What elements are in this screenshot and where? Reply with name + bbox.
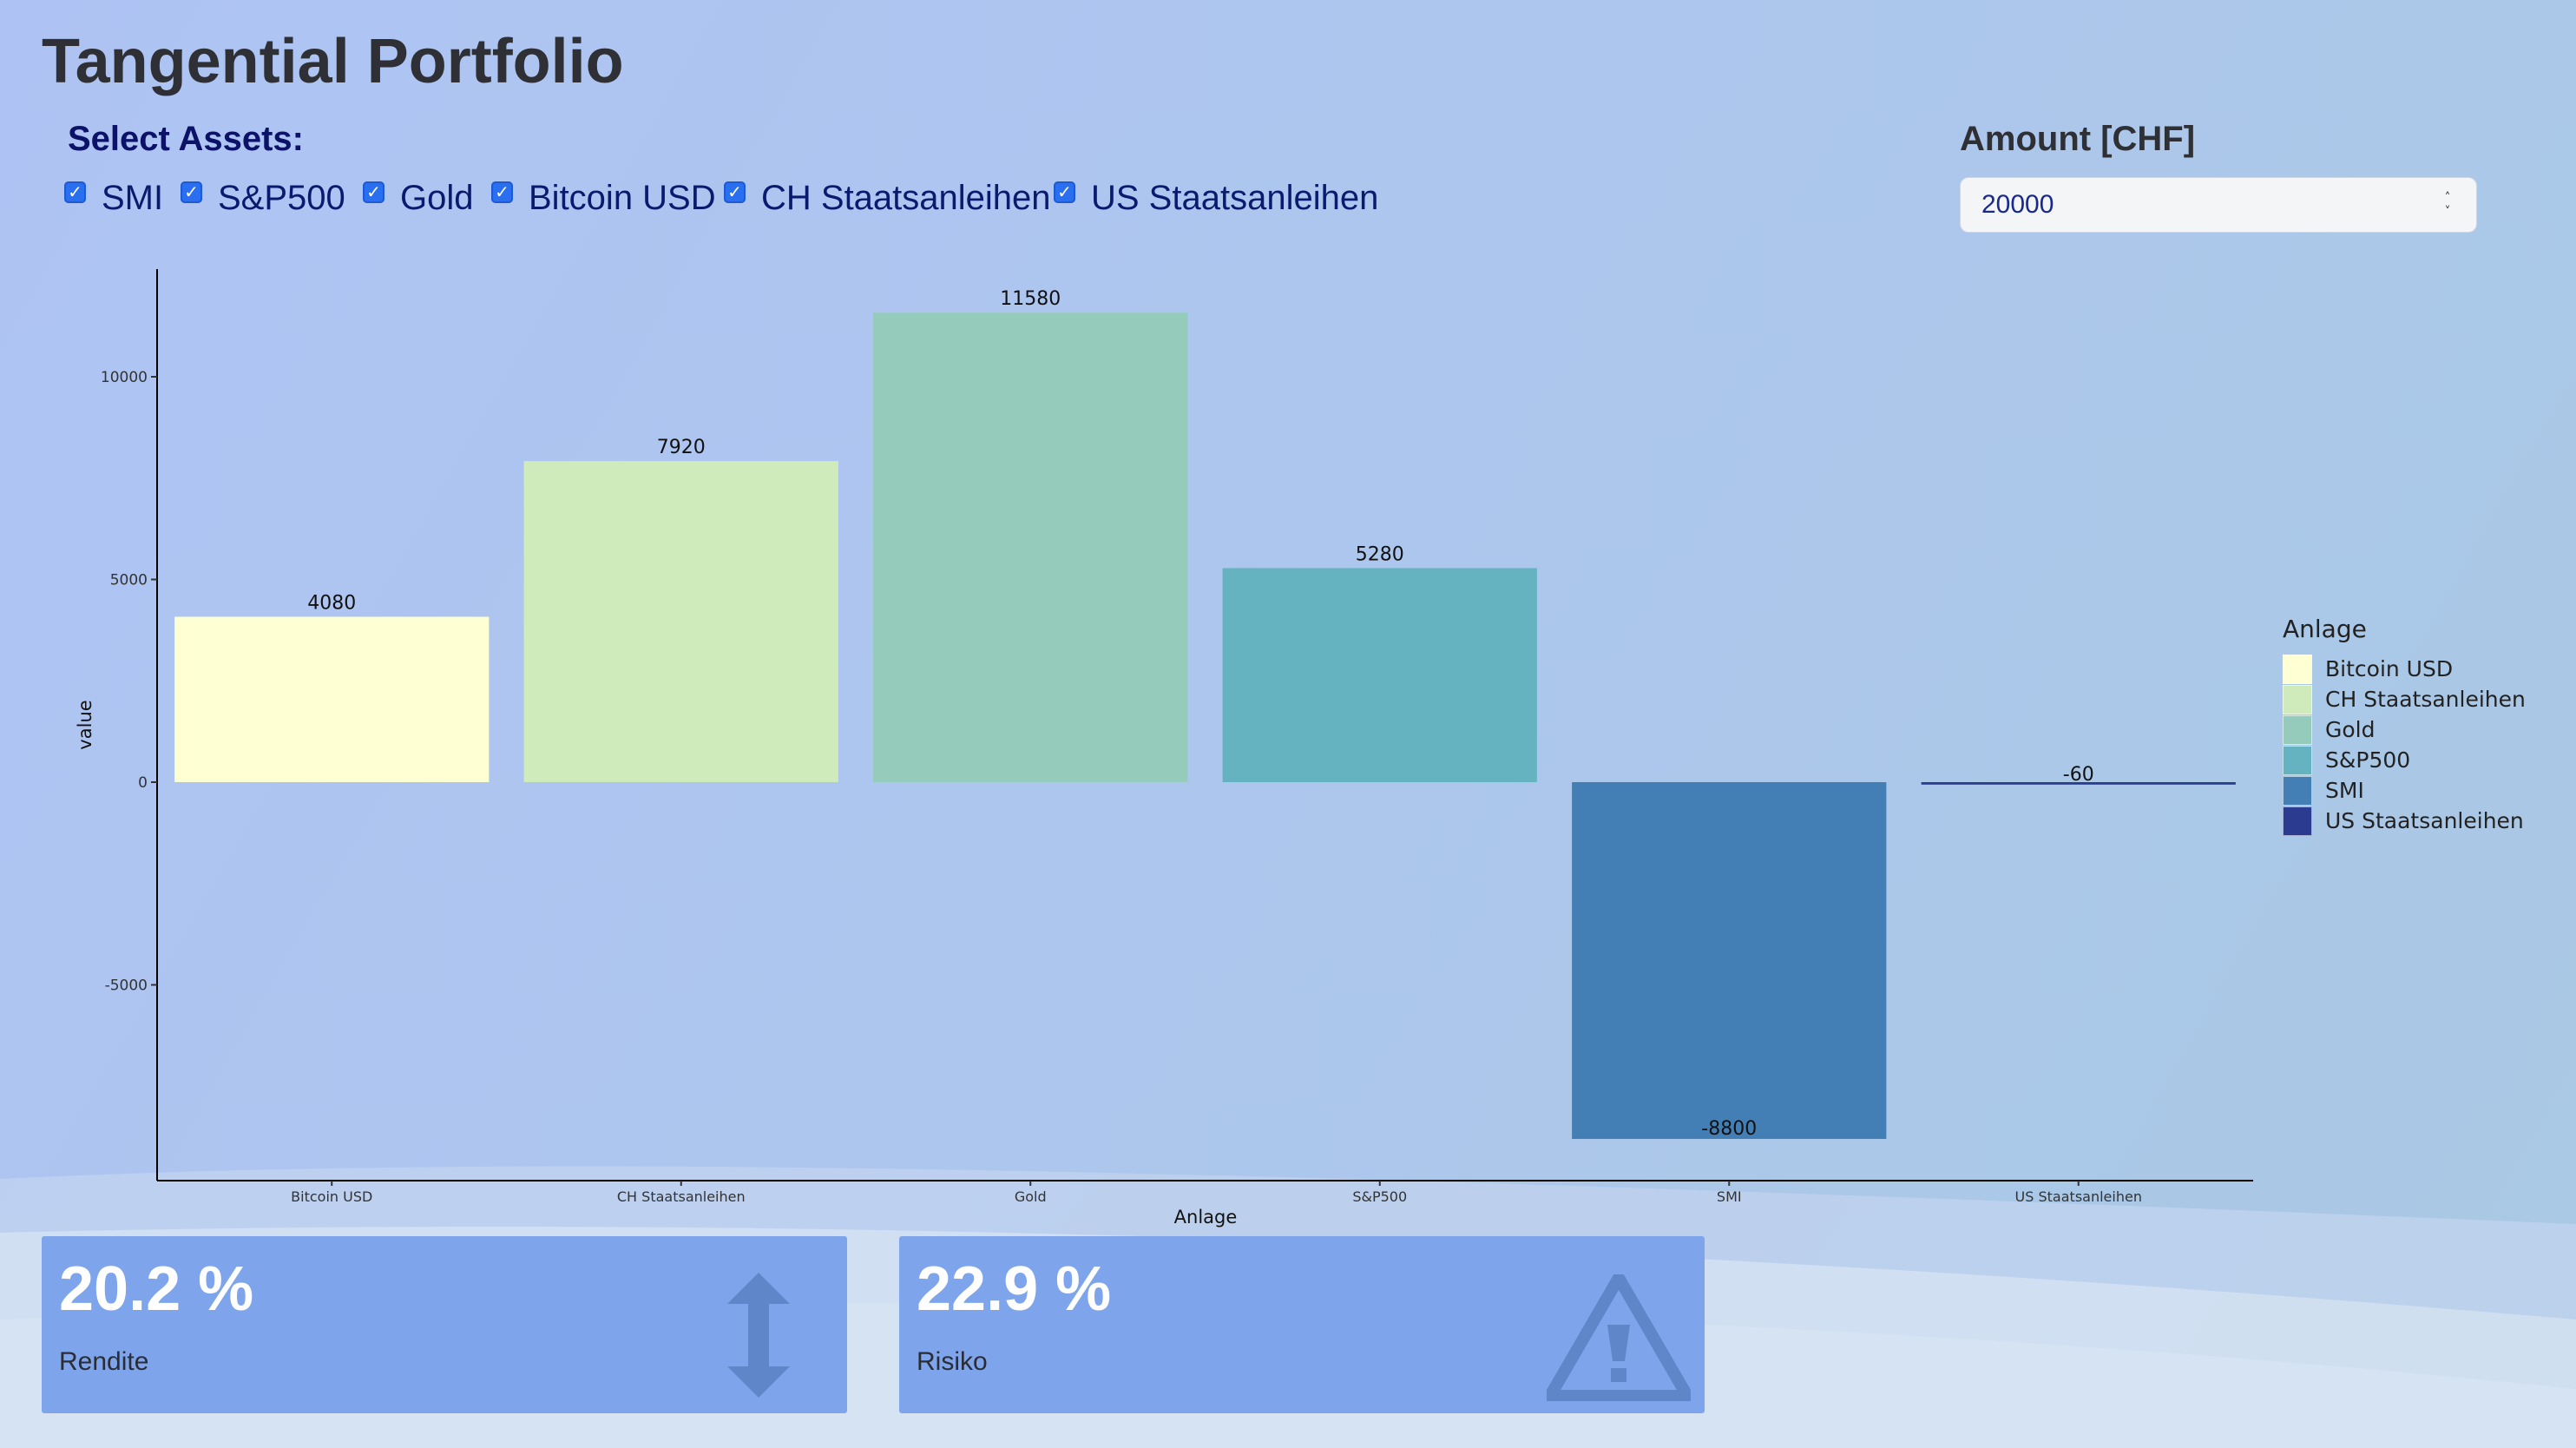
legend-label: Gold [2325,717,2376,742]
asset-label-gold: Gold [400,178,474,217]
checkbox-checked-icon[interactable]: ✓ [64,181,86,203]
data-label-smi: -8800 [1701,1118,1757,1140]
bar-smi [1572,782,1887,1139]
legend-item-sp500: S&P500 [2283,745,2526,775]
stepper-up-icon[interactable]: ˄ [2444,191,2451,205]
legend-item-us-staatsanleihen: US Staatsanleihen [2283,806,2526,836]
legend-label: CH Staatsanleihen [2325,687,2526,712]
asset-checkbox-ch-staatsanleihen[interactable]: ✓ CH Staatsanleihen [724,172,1051,224]
legend-swatch [2283,806,2312,836]
data-label-us-staatsanleihen: -60 [2063,764,2094,786]
x-tick-label-gold: Gold [1015,1188,1047,1205]
bar-us-staatsanleihen [1921,782,2236,785]
page-title: Tangential Portfolio [42,27,624,96]
legend-item-smi: SMI [2283,775,2526,806]
legend-swatch [2283,775,2312,806]
asset-label-ch-staatsanleihen: CH Staatsanleihen [761,178,1051,217]
data-label-gold: 11580 [1000,288,1061,310]
x-tick-label-sp500: S&P500 [1352,1188,1407,1205]
asset-label-us-staatsanleihen: US Staatsanleihen [1091,178,1379,217]
bar-bitcoin-usd [174,616,490,782]
asset-checkbox-us-staatsanleihen[interactable]: ✓ US Staatsanleihen [1054,172,1378,224]
legend-label: S&P500 [2325,747,2411,773]
checkbox-checked-icon[interactable]: ✓ [491,181,513,203]
x-axis-title: Anlage [1174,1207,1238,1228]
stepper-down-icon[interactable]: ˅ [2444,205,2451,219]
risiko-label: Risiko [917,1347,988,1376]
kpi-box-rendite: 20.2 % Rendite [42,1236,847,1413]
x-tick-label-ch-staatsanleihen: CH Staatsanleihen [617,1188,746,1205]
data-label-ch-staatsanleihen: 7920 [657,437,706,458]
y-axis-title: value [75,700,95,749]
asset-checkbox-bitcoin-usd[interactable]: ✓ Bitcoin USD [491,172,716,224]
legend-swatch [2283,654,2312,684]
y-tick-label: 5000 [110,572,148,589]
legend-item-gold: Gold [2283,714,2526,745]
warning-icon [1547,1274,1691,1401]
amount-label: Amount [CHF] [1960,120,2196,158]
legend-swatch [2283,684,2312,714]
amount-input[interactable]: 20000 ˄ ˅ [1960,177,2477,233]
legend-title: Anlage [2283,615,2367,643]
y-tick-label: 10000 [101,369,148,386]
data-label-sp500: 5280 [1356,543,1404,565]
asset-checkbox-smi[interactable]: ✓ SMI [64,172,163,224]
legend-items: Bitcoin USD CH Staatsanleihen Gold S&P500 SM… [2283,654,2526,836]
legend-swatch [2283,745,2312,775]
select-assets-label: Select Assets: [68,120,304,158]
checkbox-checked-icon[interactable]: ✓ [363,181,384,203]
chart-legend: Anlage Bitcoin USD CH Staatsanleihen Gold S… [2283,615,2526,836]
bar-sp500 [1222,568,1537,782]
bar-gold [873,313,1188,782]
ticks-layer: Bitcoin USD CH Staatsanleihen Gold S&P500 SM… [101,369,2142,1205]
asset-label-smi: SMI [102,178,164,217]
checkbox-checked-icon[interactable]: ✓ [181,181,202,203]
x-tick-label-bitcoin-usd: Bitcoin USD [291,1188,372,1205]
rendite-value: 20.2 % [59,1254,254,1324]
asset-label-bitcoin-usd: Bitcoin USD [529,178,716,217]
x-tick-label-us-staatsanleihen: US Staatsanleihen [2015,1188,2142,1205]
legend-item-bitcoin-usd: Bitcoin USD [2283,654,2526,684]
bars-layer: 4080 7920 11580 5280 -8800 -60 [174,288,2236,1140]
y-tick-label: -5000 [105,977,148,995]
number-stepper[interactable]: ˄ ˅ [2438,188,2457,221]
asset-label-sp500: S&P500 [218,178,345,217]
checkbox-checked-icon[interactable]: ✓ [724,181,746,203]
legend-label: US Staatsanleihen [2325,808,2524,833]
rendite-label: Rendite [59,1347,149,1376]
amount-value: 20000 [1981,190,2054,219]
kpi-box-risiko: 22.9 % Risiko [899,1236,1705,1413]
asset-checkbox-sp500[interactable]: ✓ S&P500 [181,172,345,224]
x-tick-label-smi: SMI [1717,1188,1742,1205]
asset-checkbox-gold[interactable]: ✓ Gold [363,172,474,224]
data-label-bitcoin-usd: 4080 [307,592,356,614]
y-tick-label: 0 [138,774,148,792]
legend-item-ch-staatsanleihen: CH Staatsanleihen [2283,684,2526,714]
legend-label: Bitcoin USD [2325,656,2454,681]
bar-ch-staatsanleihen [523,461,838,782]
checkbox-checked-icon[interactable]: ✓ [1054,181,1075,203]
legend-label: SMI [2325,778,2364,803]
arrows-vertical-icon [727,1273,790,1398]
legend-swatch [2283,714,2312,745]
risiko-value: 22.9 % [917,1254,1112,1324]
